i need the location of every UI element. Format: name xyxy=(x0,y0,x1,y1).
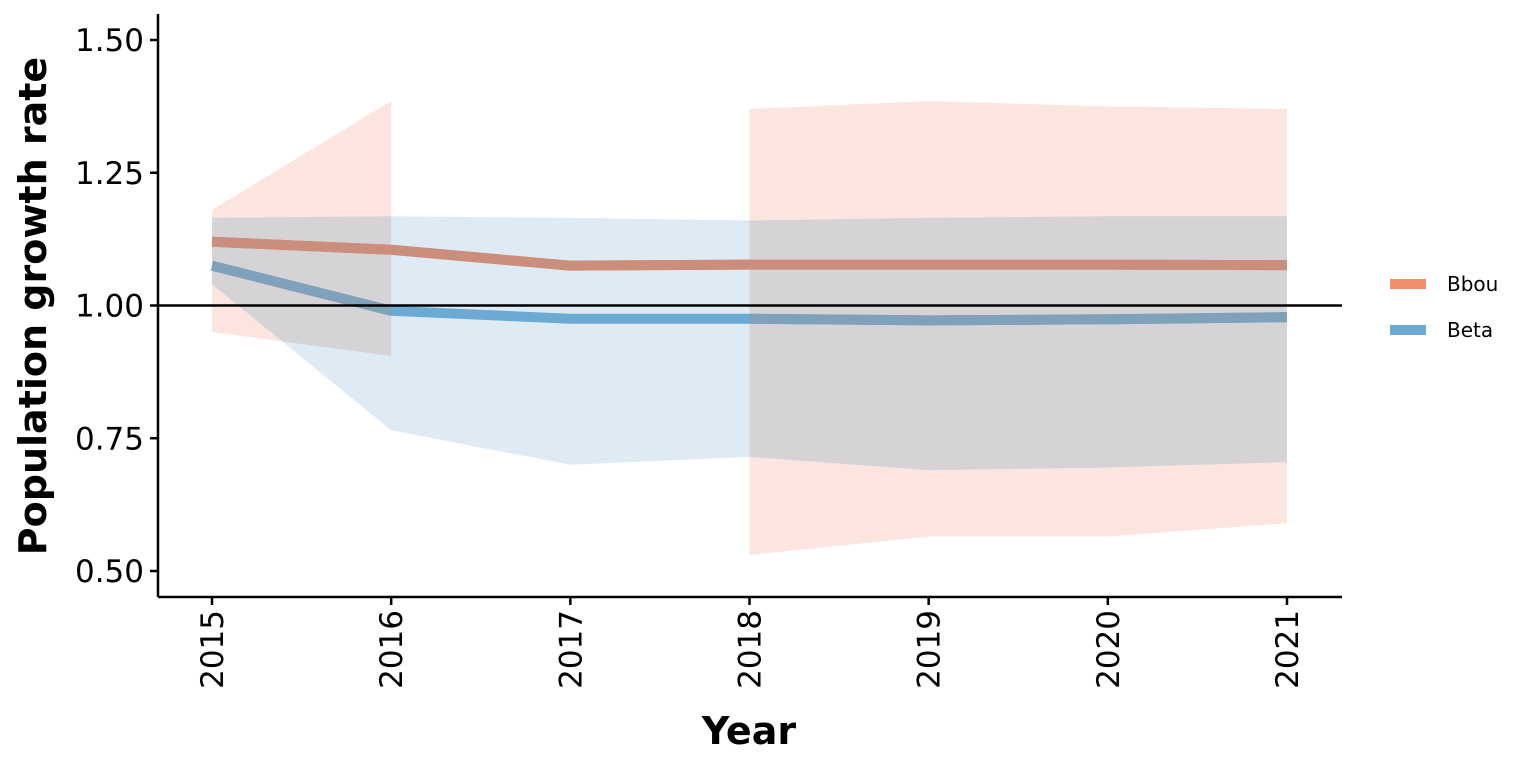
x-tick-label: 2017 xyxy=(553,610,589,689)
y-tick-label: 1.00 xyxy=(75,289,144,325)
x-tick-label: 2016 xyxy=(374,610,410,689)
y-axis-title: Population growth rate xyxy=(11,57,55,555)
x-tick-label: 2018 xyxy=(733,610,769,689)
x-ticks: 2015 2016 2017 2018 2019 2020 2021 xyxy=(195,597,1306,689)
y-tick-label: 1.50 xyxy=(75,23,144,59)
x-tick-label: 2019 xyxy=(912,610,948,689)
line-beta-overlap-1 xyxy=(749,260,1287,326)
legend-label-bbou: Bbou xyxy=(1447,272,1498,296)
line-bbou-overlap-0 xyxy=(212,236,1287,271)
y-tick-label: 1.25 xyxy=(75,156,144,192)
x-tick-label: 2020 xyxy=(1091,610,1127,689)
confidence-bands xyxy=(212,101,1287,556)
y-tick-label: 0.50 xyxy=(75,554,144,590)
legend-label-beta: Beta xyxy=(1447,318,1493,342)
series-lines xyxy=(210,236,1288,326)
x-tick-label: 2021 xyxy=(1270,610,1306,689)
legend: Bbou Beta xyxy=(1390,272,1498,342)
x-axis-title: Year xyxy=(701,709,796,753)
y-ticks: 0.50 0.75 1.00 1.25 1.50 xyxy=(75,23,158,590)
band-overlap-1 xyxy=(749,216,1287,471)
y-tick-label: 0.75 xyxy=(75,421,144,457)
x-tick-label: 2015 xyxy=(195,610,231,689)
